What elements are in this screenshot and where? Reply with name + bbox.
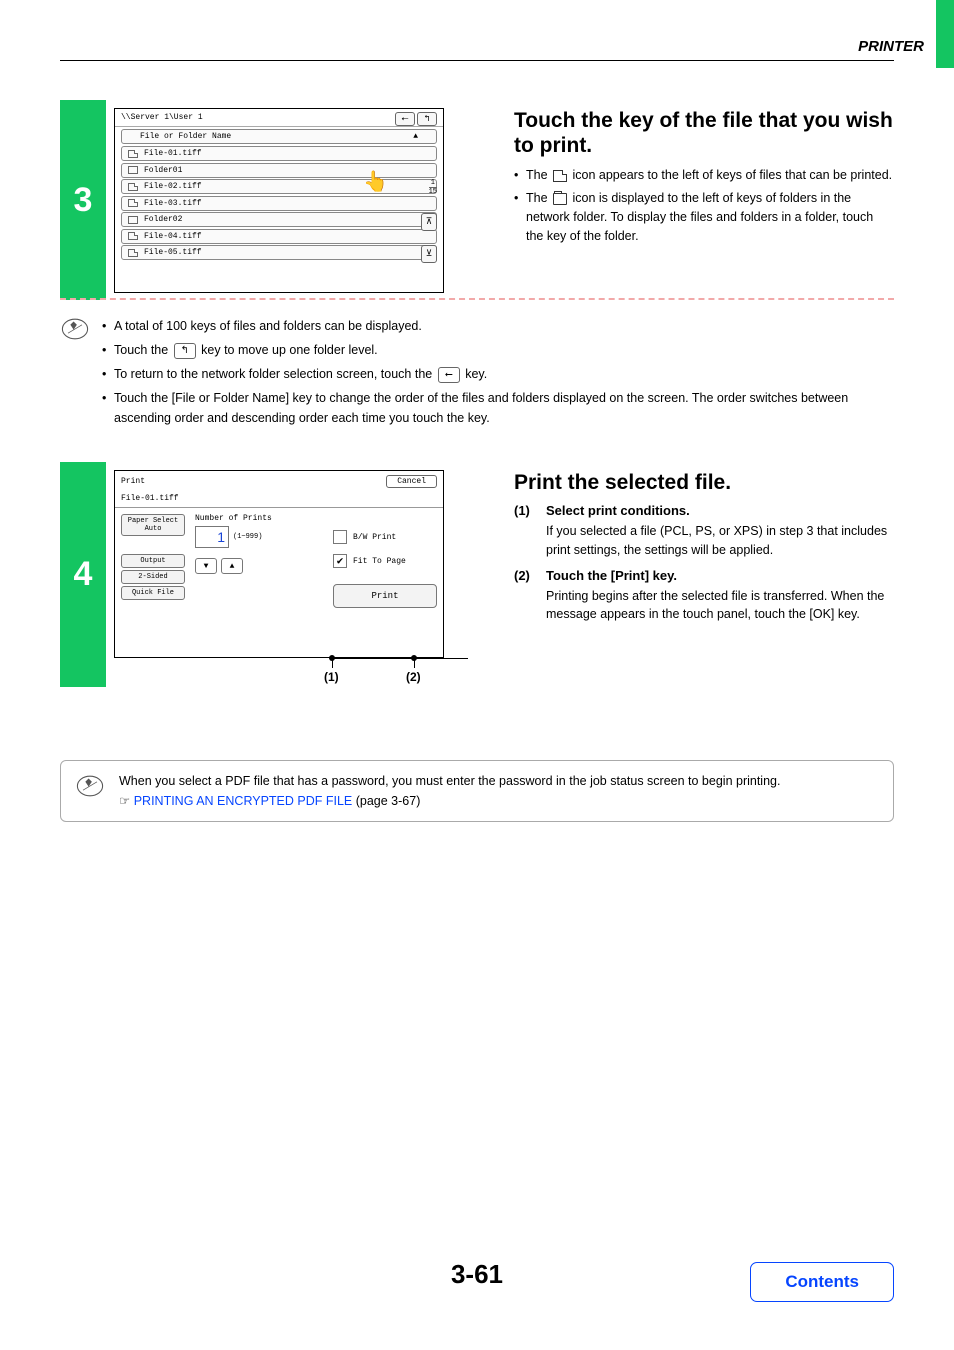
root-key-icon: ⭠ bbox=[438, 367, 460, 383]
folder-root-button[interactable]: ⭠ bbox=[395, 112, 415, 126]
file-icon bbox=[553, 170, 567, 182]
step4-title: Print the selected file. bbox=[514, 470, 894, 495]
print-button[interactable]: Print bbox=[333, 584, 437, 608]
file-row-label: Folder01 bbox=[144, 166, 182, 175]
note-icon bbox=[60, 314, 90, 344]
sub2-num: (2) bbox=[514, 568, 538, 625]
callout-label-1: (1) bbox=[324, 670, 339, 684]
bw-print-checkbox[interactable]: B/W Print bbox=[333, 530, 437, 544]
file-icon bbox=[128, 249, 138, 257]
file-browser-screenshot: \\Server 1\User 1 ⭠ ↰ File or Folder Nam… bbox=[114, 108, 444, 293]
path-display: \\Server 1\User 1 bbox=[115, 109, 443, 127]
paper-select-button[interactable]: Paper SelectAuto bbox=[121, 514, 185, 536]
sub1-label: Select print conditions. bbox=[546, 503, 894, 518]
step3-bullet-2: The icon is displayed to the left of key… bbox=[514, 189, 894, 245]
page-counter: 1 15 bbox=[429, 179, 437, 196]
sub2-text: Printing begins after the selected file … bbox=[546, 587, 894, 625]
quick-file-button[interactable]: Quick File bbox=[121, 586, 185, 600]
up-key-icon: ↰ bbox=[174, 343, 196, 359]
bottom-note-line1: When you select a PDF file that has a pa… bbox=[119, 771, 780, 791]
encrypted-pdf-link[interactable]: PRINTING AN ENCRYPTED PDF FILE bbox=[134, 794, 353, 808]
checkbox-checked-icon: ✔ bbox=[333, 554, 347, 568]
increment-button[interactable]: ▲ bbox=[221, 558, 243, 574]
step3-bullet-1: The icon appears to the left of keys of … bbox=[514, 166, 894, 185]
file-row-label: File-03.tiff bbox=[144, 199, 202, 208]
file-row[interactable]: File-01.tiff bbox=[121, 146, 437, 161]
sort-header-key[interactable]: File or Folder Name ▲ bbox=[121, 129, 437, 144]
folder-icon bbox=[553, 193, 567, 205]
step3-title: Touch the key of the file that you wish … bbox=[514, 108, 894, 158]
two-sided-button[interactable]: 2-Sided bbox=[121, 570, 185, 584]
file-row-label: File-05.tiff bbox=[144, 248, 202, 257]
num-prints-value[interactable]: 1 bbox=[195, 526, 229, 548]
file-row[interactable]: File-04.tiff bbox=[121, 229, 437, 244]
contents-button[interactable]: Contents bbox=[750, 1262, 894, 1302]
note3-li1: A total of 100 keys of files and folders… bbox=[102, 316, 894, 336]
note-icon bbox=[75, 771, 105, 801]
sort-header-label: File or Folder Name bbox=[140, 132, 231, 141]
folder-icon bbox=[128, 166, 138, 174]
print-settings-screenshot: Print Cancel File-01.tiff Paper SelectAu… bbox=[114, 470, 444, 658]
bottom-note-pageref: (page 3-67) bbox=[352, 794, 420, 808]
file-icon bbox=[128, 150, 138, 158]
file-row-label: File-02.tiff bbox=[144, 182, 202, 191]
step-number-3: 3 bbox=[60, 100, 106, 300]
bottom-note-box: When you select a PDF file that has a pa… bbox=[60, 760, 894, 822]
callout-bar bbox=[332, 658, 468, 659]
fit-to-page-checkbox[interactable]: ✔ Fit To Page bbox=[333, 554, 437, 568]
step-number-4: 4 bbox=[60, 462, 106, 687]
callout-tick-1 bbox=[332, 658, 333, 668]
file-row[interactable]: File-03.tiff bbox=[121, 196, 437, 211]
output-button[interactable]: Output bbox=[121, 554, 185, 568]
file-row[interactable]: File-05.tiff bbox=[121, 245, 437, 260]
cancel-button[interactable]: Cancel bbox=[386, 475, 437, 488]
file-row[interactable]: Folder01 bbox=[121, 163, 437, 178]
selected-filename: File-01.tiff bbox=[115, 492, 443, 508]
scroll-down-button[interactable]: ⊻ bbox=[421, 245, 437, 263]
decrement-button[interactable]: ▼ bbox=[195, 558, 217, 574]
pointer-icon: ☞ bbox=[119, 794, 130, 808]
file-icon bbox=[128, 183, 138, 191]
folder-icon bbox=[128, 216, 138, 224]
num-prints-label: Number of Prints bbox=[195, 514, 323, 523]
header-rule bbox=[60, 60, 894, 61]
folder-up-button[interactable]: ↰ bbox=[417, 112, 437, 126]
file-row[interactable]: Folder02 bbox=[121, 212, 437, 227]
file-icon bbox=[128, 232, 138, 240]
checkbox-empty-icon bbox=[333, 530, 347, 544]
separator-dashed bbox=[60, 298, 894, 300]
sub2-label: Touch the [Print] key. bbox=[546, 568, 894, 583]
note3-li4: Touch the [File or Folder Name] key to c… bbox=[102, 388, 894, 428]
print-screen-title: Print bbox=[121, 477, 145, 486]
section-accent-bar bbox=[936, 0, 954, 68]
sub1-num: (1) bbox=[514, 503, 538, 560]
file-row[interactable]: File-02.tiff bbox=[121, 179, 437, 194]
sort-arrow-icon: ▲ bbox=[413, 132, 418, 141]
num-prints-range: (1~999) bbox=[233, 533, 262, 541]
file-row-label: Folder02 bbox=[144, 215, 182, 224]
scroll-up-button[interactable]: ⊼ bbox=[421, 213, 437, 231]
file-icon bbox=[128, 199, 138, 207]
callout-label-2: (2) bbox=[406, 670, 421, 684]
callout-tick-2 bbox=[414, 658, 415, 668]
note3-li2: Touch the ↰ key to move up one folder le… bbox=[102, 340, 894, 360]
file-row-label: File-04.tiff bbox=[144, 232, 202, 241]
sub1-text: If you selected a file (PCL, PS, or XPS)… bbox=[546, 522, 894, 560]
note3-li3: To return to the network folder selectio… bbox=[102, 364, 894, 384]
section-header: PRINTER bbox=[858, 38, 924, 55]
file-row-label: File-01.tiff bbox=[144, 149, 202, 158]
